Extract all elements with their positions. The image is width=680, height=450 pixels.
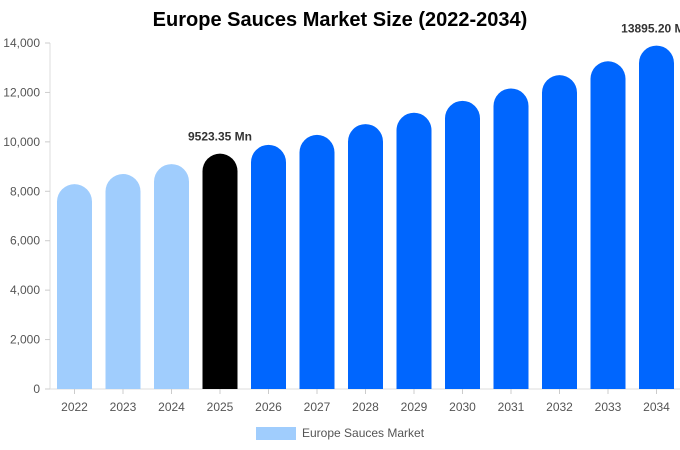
- x-tick-label: 2027: [304, 400, 331, 414]
- x-tick-label: 2034: [643, 400, 670, 414]
- bar: [639, 45, 674, 389]
- data-label: 13895.20 Mn: [621, 22, 680, 36]
- bar: [251, 144, 286, 389]
- x-tick-label: 2033: [595, 400, 622, 414]
- y-tick-label: 8,000: [10, 184, 40, 198]
- x-tick-label: 2023: [110, 400, 137, 414]
- bar: [396, 112, 432, 390]
- y-tick-label: 2,000: [10, 333, 40, 347]
- bar: [57, 184, 92, 389]
- data-label: 9523.35 Mn: [188, 130, 252, 144]
- x-tick-label: 2031: [498, 400, 525, 414]
- x-tick-label: 2024: [158, 400, 185, 414]
- x-tick-label: 2029: [401, 400, 428, 414]
- bar: [542, 75, 577, 389]
- y-tick-label: 12,000: [3, 85, 40, 99]
- bar: [154, 164, 189, 389]
- x-tick-label: 2032: [546, 400, 573, 414]
- x-tick-label: 2028: [352, 400, 379, 414]
- y-tick-label: 6,000: [10, 234, 40, 248]
- bar: [348, 124, 383, 389]
- y-tick-label: 10,000: [3, 135, 40, 149]
- y-tick-label: 14,000: [3, 36, 40, 50]
- bar: [202, 153, 238, 389]
- bar: [299, 134, 335, 389]
- x-tick-label: 2025: [207, 400, 234, 414]
- y-tick-label: 0: [33, 382, 40, 396]
- bar: [590, 61, 626, 390]
- bar: [493, 88, 529, 389]
- y-tick-label: 4,000: [10, 283, 40, 297]
- legend: Europe Sauces Market: [256, 425, 424, 441]
- legend-label: Europe Sauces Market: [302, 426, 425, 440]
- x-tick-label: 2026: [255, 400, 282, 414]
- legend-swatch: [256, 426, 296, 440]
- bar: [445, 100, 480, 390]
- bar: [105, 173, 141, 389]
- chart-title: Europe Sauces Market Size (2022-2034): [152, 9, 528, 31]
- x-tick-label: 2030: [449, 400, 476, 414]
- x-tick-label: 2022: [61, 400, 88, 414]
